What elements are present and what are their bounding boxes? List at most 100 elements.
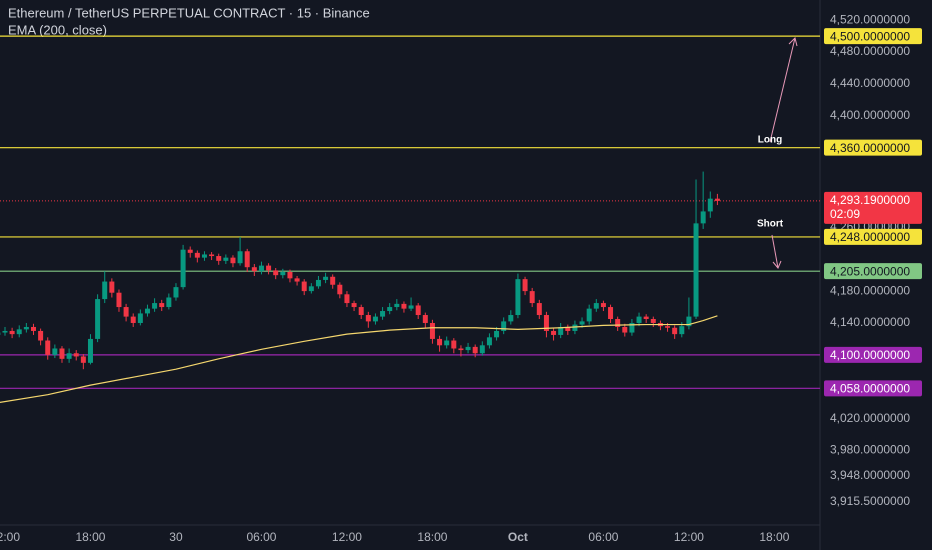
- x-tick-label: 18:00: [417, 530, 447, 544]
- candle-body: [52, 348, 58, 355]
- candle-body: [45, 340, 51, 355]
- candle-body: [194, 252, 200, 258]
- candle-body: [130, 316, 136, 323]
- candle-body: [159, 303, 165, 308]
- candle-body: [95, 299, 101, 339]
- y-tick-label: 3,915.5000000: [830, 494, 910, 508]
- candle-body: [87, 338, 93, 363]
- candle-body: [543, 315, 549, 331]
- candle-body: [123, 307, 129, 317]
- level-label: 4,058.0000000: [830, 382, 910, 396]
- candle-body: [258, 265, 264, 272]
- candle-body: [608, 307, 614, 320]
- chart-title: Ethereum / TetherUS PERPETUAL CONTRACT ·…: [8, 5, 370, 20]
- candle-body: [679, 326, 685, 335]
- candle-body: [522, 279, 528, 292]
- candle-body: [650, 319, 656, 323]
- x-tick-label: 30: [169, 530, 183, 544]
- candle-body: [266, 265, 272, 271]
- level-label: 4,500.0000000: [830, 29, 910, 43]
- candle-body: [558, 326, 564, 335]
- candle-body: [629, 322, 635, 333]
- candle-body: [209, 254, 215, 257]
- x-tick-label: 18:00: [759, 530, 789, 544]
- candle-body: [144, 308, 150, 314]
- candle-body: [380, 311, 386, 317]
- candle-body: [237, 251, 243, 264]
- candle-body: [437, 338, 443, 346]
- candle-body: [529, 291, 535, 304]
- level-label-box: [824, 346, 922, 363]
- y-tick-label: 4,180.0000000: [830, 283, 910, 297]
- y-tick-label: 3,980.0000000: [830, 443, 910, 457]
- level-label-box: [824, 228, 922, 245]
- candle-body: [394, 303, 400, 308]
- candle-body: [586, 308, 592, 322]
- candle-body: [408, 305, 414, 309]
- x-tick-label: 06:00: [246, 530, 276, 544]
- candle-body: [472, 346, 478, 354]
- candle-body: [707, 198, 713, 212]
- candle-body: [387, 307, 393, 312]
- ema-line: [0, 315, 718, 403]
- candle-body: [344, 294, 350, 304]
- short-arrow: [771, 234, 779, 269]
- candle-body: [337, 284, 343, 295]
- candle-body: [600, 303, 606, 308]
- y-tick-label: 4,440.0000000: [830, 76, 910, 90]
- y-tick-label: 4,020.0000000: [830, 411, 910, 425]
- candle-body: [672, 327, 678, 335]
- candle-body: [486, 337, 492, 346]
- y-tick-label: 4,400.0000000: [830, 108, 910, 122]
- candle-body: [9, 330, 15, 335]
- level-label-box: [824, 380, 922, 397]
- candle-body: [330, 276, 336, 285]
- candle-body: [615, 319, 621, 327]
- candle-body: [23, 326, 29, 330]
- candle-body: [714, 198, 720, 201]
- last-price-box: [824, 191, 922, 224]
- candle-body: [66, 353, 72, 359]
- candle-body: [216, 256, 222, 261]
- level-label-box: [824, 28, 922, 45]
- candle-body: [622, 326, 628, 333]
- candle-body: [636, 316, 642, 323]
- candle-body: [458, 348, 464, 351]
- candle-body: [451, 340, 457, 349]
- candle-body: [501, 321, 507, 331]
- level-label-box: [824, 139, 922, 156]
- x-tick-label: Oct: [508, 530, 528, 544]
- candle-body: [152, 303, 158, 309]
- candle-body: [301, 281, 307, 292]
- candle-body: [294, 278, 300, 282]
- candle-body: [351, 303, 357, 308]
- candle-body: [536, 303, 542, 316]
- candle-body: [230, 257, 236, 264]
- x-tick-label: 12:00: [0, 530, 20, 544]
- level-label: 4,205.0000000: [830, 264, 910, 278]
- candle-body: [565, 326, 571, 331]
- candle-body: [572, 324, 578, 331]
- x-tick-label: 18:00: [75, 530, 105, 544]
- x-tick-label: 06:00: [588, 530, 618, 544]
- candle-body: [693, 223, 699, 317]
- candle-body: [479, 345, 485, 354]
- candle-body: [244, 251, 250, 268]
- indicator-label: EMA (200, close): [8, 22, 107, 37]
- candle-body: [315, 279, 321, 287]
- candle-body: [665, 326, 671, 328]
- candle-body: [59, 348, 65, 359]
- candle-body: [643, 316, 649, 320]
- candle-body: [444, 340, 450, 346]
- level-label-box: [824, 263, 922, 280]
- candle-body: [102, 281, 108, 300]
- candle-body: [109, 281, 115, 293]
- candle-body: [358, 307, 364, 316]
- candle-body: [38, 330, 44, 341]
- candle-body: [187, 249, 193, 253]
- candle-body: [273, 270, 279, 276]
- candle-body: [201, 254, 207, 258]
- candle-body: [137, 313, 143, 323]
- short-arrowhead: [772, 260, 782, 269]
- candle-body: [73, 353, 79, 357]
